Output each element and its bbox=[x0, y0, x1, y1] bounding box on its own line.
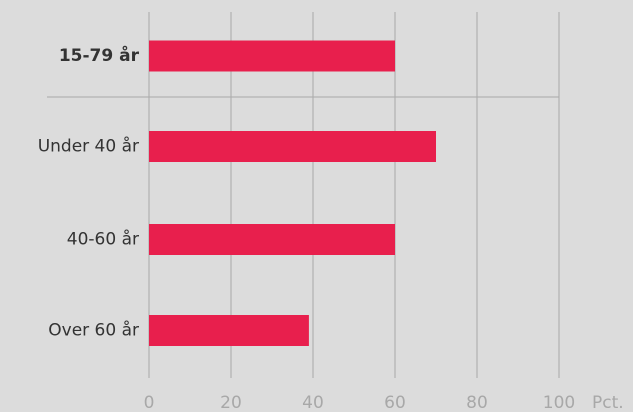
bar bbox=[149, 224, 395, 255]
bar bbox=[149, 131, 436, 162]
bar bbox=[149, 40, 395, 72]
x-axis-label: Pct. bbox=[592, 393, 624, 412]
x-tick-label: 100 bbox=[543, 393, 575, 412]
x-tick-label: 0 bbox=[144, 393, 155, 412]
x-tick-label: 60 bbox=[384, 393, 406, 412]
x-tick-label: 40 bbox=[302, 393, 324, 412]
y-tick-label: 15-79 år bbox=[59, 44, 140, 66]
y-tick-label: 40-60 år bbox=[67, 229, 139, 250]
x-tick-label: 20 bbox=[220, 393, 242, 412]
bar bbox=[149, 315, 309, 346]
y-tick-label: Over 60 år bbox=[48, 320, 139, 341]
x-tick-label: 80 bbox=[466, 393, 488, 412]
y-tick-label: Under 40 år bbox=[38, 136, 139, 157]
